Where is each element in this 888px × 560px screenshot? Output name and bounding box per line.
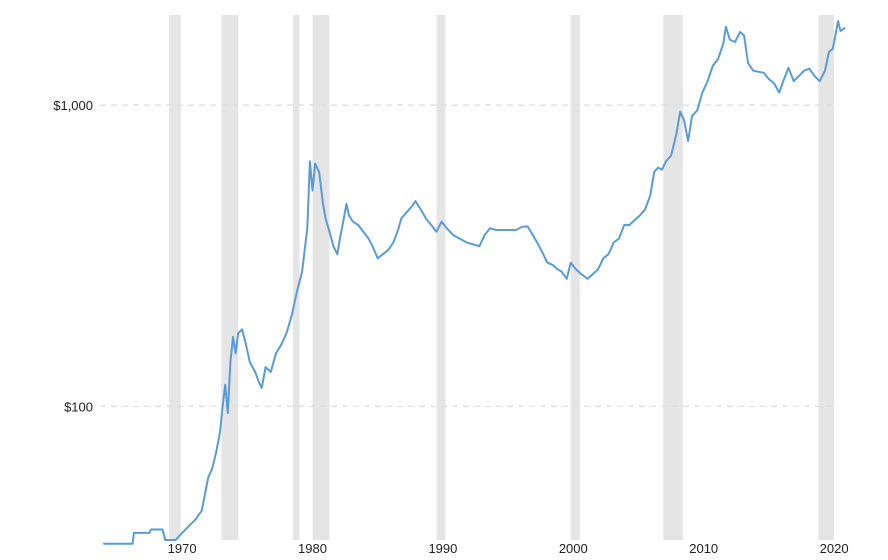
recession-band	[169, 15, 181, 540]
x-tick-label: 1990	[428, 541, 457, 556]
price-series-line	[102, 20, 846, 545]
recession-band	[293, 15, 300, 540]
x-axis-ticks: 1970 1980 1990 2000 2010 2020	[168, 541, 849, 556]
y-axis-ticks: $100 $1,000	[53, 98, 93, 414]
x-tick-label: 1970	[168, 541, 197, 556]
recession-band	[436, 15, 446, 540]
x-tick-label: 2010	[689, 541, 718, 556]
y-tick-label: $1,000	[53, 98, 93, 113]
x-tick-label: 2000	[559, 541, 588, 556]
recession-band	[663, 15, 683, 540]
recession-band	[818, 15, 834, 540]
recession-bands	[169, 15, 834, 540]
y-tick-label: $100	[64, 399, 93, 414]
series-area	[102, 20, 846, 545]
grid-lines	[100, 104, 838, 407]
x-tick-label: 2020	[820, 541, 849, 556]
recession-band	[221, 15, 239, 540]
recession-band	[312, 15, 330, 540]
recession-band	[570, 15, 580, 540]
x-tick-label: 1980	[298, 541, 327, 556]
